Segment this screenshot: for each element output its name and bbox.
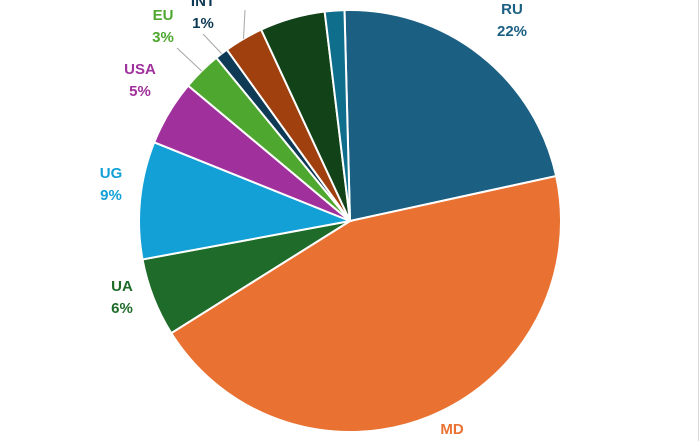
slice-value-label: 6% <box>111 300 133 317</box>
slice-value-label: 5% <box>129 83 151 100</box>
slice-label-ua: UA 6% <box>111 278 133 317</box>
slice-label-eu: EU 3% <box>152 7 174 46</box>
slice-category-label: EU <box>153 7 174 24</box>
slice-category-label: UG <box>100 165 123 182</box>
pie-slice-md <box>169 174 562 433</box>
leader-line <box>243 9 246 39</box>
slice-category-label: MD <box>440 421 463 438</box>
slice-label-usa: USA 5% <box>124 61 156 100</box>
leader-line <box>176 47 202 72</box>
pie-slice-ru <box>343 9 558 223</box>
pie-slice-ug <box>138 140 354 261</box>
slice-category-label: INT <box>191 0 215 10</box>
pie-slices <box>138 9 562 433</box>
slice-value-label: 1% <box>192 15 214 32</box>
pie-slice-9 <box>323 9 351 222</box>
slice-category-label: USA <box>124 61 156 78</box>
slice-value-label: 3% <box>152 29 174 46</box>
slice-value-label: 9% <box>100 187 122 204</box>
slice-value-label: 22% <box>497 23 527 40</box>
slice-label-ug: UG 9% <box>100 165 123 204</box>
leader-lines <box>176 9 246 72</box>
slice-category-label: UA <box>111 278 133 295</box>
leader-line <box>202 33 222 54</box>
slice-label-ru: RU 22% <box>497 1 527 40</box>
slice-label-md: MD <box>440 421 463 438</box>
slice-label-int: INT 1% <box>191 0 215 32</box>
slice-category-label: RU <box>501 1 523 18</box>
slice-labels: RU 22% MD UA 6% UG 9% USA 5% EU 3% INT 1% 3% <box>100 0 527 438</box>
